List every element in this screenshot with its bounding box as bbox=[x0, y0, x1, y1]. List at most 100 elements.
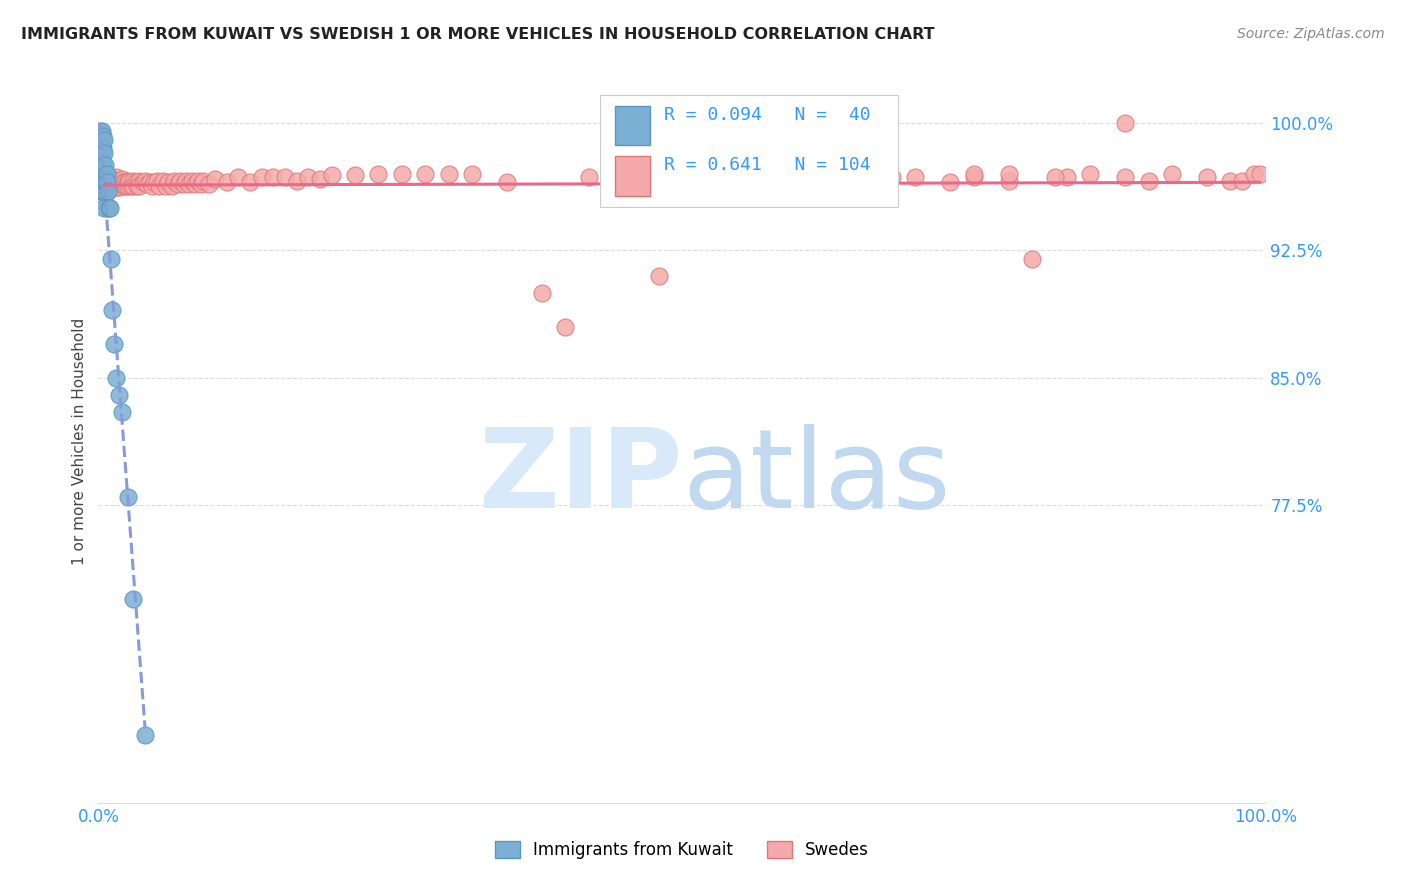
Point bbox=[367, 167, 389, 181]
Point bbox=[1045, 170, 1067, 185]
Point bbox=[122, 173, 145, 187]
Point bbox=[97, 184, 120, 198]
Point bbox=[274, 170, 297, 185]
Point bbox=[103, 180, 125, 194]
Point bbox=[96, 175, 118, 189]
Point bbox=[198, 177, 221, 191]
Point bbox=[104, 175, 127, 189]
Point bbox=[91, 158, 114, 172]
Point bbox=[139, 175, 162, 189]
Point bbox=[204, 172, 226, 186]
Point bbox=[763, 175, 786, 189]
Point bbox=[90, 146, 112, 161]
FancyBboxPatch shape bbox=[616, 105, 651, 145]
Point bbox=[90, 184, 112, 198]
Point bbox=[496, 175, 519, 189]
Point bbox=[148, 178, 170, 193]
Point bbox=[413, 167, 436, 181]
Point bbox=[647, 268, 669, 283]
Point bbox=[105, 180, 128, 194]
Point bbox=[1137, 173, 1160, 187]
Point bbox=[787, 167, 810, 181]
Point bbox=[90, 170, 112, 185]
Point bbox=[187, 173, 209, 187]
Point bbox=[391, 167, 413, 181]
Point bbox=[128, 178, 150, 193]
Point bbox=[904, 170, 927, 185]
Point bbox=[1230, 173, 1253, 187]
Point bbox=[157, 175, 180, 189]
Point bbox=[101, 175, 124, 189]
Point bbox=[250, 170, 273, 185]
Point bbox=[215, 175, 238, 189]
Point bbox=[90, 133, 112, 147]
Point bbox=[93, 192, 115, 206]
Point bbox=[1161, 167, 1184, 181]
Point bbox=[321, 169, 343, 183]
Point bbox=[93, 133, 115, 147]
Point bbox=[997, 173, 1019, 187]
Point bbox=[89, 133, 111, 147]
Point bbox=[96, 201, 118, 215]
Point bbox=[134, 173, 156, 187]
Point bbox=[103, 336, 125, 351]
Point bbox=[239, 175, 262, 189]
Point bbox=[117, 173, 139, 187]
Point bbox=[1243, 167, 1265, 181]
Point bbox=[93, 167, 115, 181]
Point bbox=[120, 178, 142, 193]
Point bbox=[90, 136, 112, 151]
Point bbox=[90, 150, 112, 164]
Point bbox=[1249, 167, 1271, 181]
Point bbox=[94, 175, 117, 189]
Text: IMMIGRANTS FROM KUWAIT VS SWEDISH 1 OR MORE VEHICLES IN HOUSEHOLD CORRELATION CH: IMMIGRANTS FROM KUWAIT VS SWEDISH 1 OR M… bbox=[21, 27, 935, 42]
Point bbox=[962, 167, 984, 181]
Point bbox=[152, 173, 174, 187]
Legend: Immigrants from Kuwait, Swedes: Immigrants from Kuwait, Swedes bbox=[495, 841, 869, 860]
Point bbox=[111, 172, 134, 186]
Point bbox=[461, 167, 484, 181]
Point bbox=[128, 173, 150, 187]
Point bbox=[108, 180, 131, 194]
Point bbox=[93, 146, 115, 161]
Point bbox=[108, 173, 131, 187]
Point bbox=[146, 173, 169, 187]
Point bbox=[104, 170, 127, 185]
Point bbox=[143, 175, 166, 189]
Point bbox=[96, 167, 118, 181]
Point bbox=[846, 173, 869, 187]
Point bbox=[89, 124, 111, 138]
Point bbox=[880, 170, 903, 185]
Y-axis label: 1 or more Vehicles in Household: 1 or more Vehicles in Household bbox=[72, 318, 87, 566]
Point bbox=[98, 201, 121, 215]
Point bbox=[344, 169, 367, 183]
Point bbox=[163, 173, 186, 187]
Point bbox=[1021, 252, 1043, 266]
Point bbox=[173, 177, 195, 191]
Point bbox=[90, 175, 112, 189]
Point bbox=[1195, 170, 1218, 185]
Point bbox=[184, 177, 207, 191]
Point bbox=[1114, 170, 1136, 185]
Point bbox=[136, 177, 159, 191]
Point bbox=[160, 178, 183, 193]
Point bbox=[91, 141, 114, 155]
Point bbox=[811, 170, 834, 185]
Point bbox=[939, 175, 962, 189]
Point bbox=[107, 175, 129, 189]
Point bbox=[578, 170, 600, 185]
Point bbox=[114, 175, 136, 189]
Point bbox=[104, 177, 127, 191]
Point bbox=[228, 170, 250, 185]
Point bbox=[93, 184, 115, 198]
Point bbox=[101, 302, 124, 317]
Text: R = 0.641   N = 104: R = 0.641 N = 104 bbox=[665, 156, 872, 174]
Point bbox=[94, 158, 117, 172]
Point bbox=[180, 173, 202, 187]
Point bbox=[108, 388, 131, 402]
Point bbox=[155, 178, 177, 193]
Point bbox=[97, 184, 120, 198]
Point bbox=[1219, 173, 1241, 187]
Point bbox=[122, 178, 145, 193]
Point bbox=[166, 177, 188, 191]
